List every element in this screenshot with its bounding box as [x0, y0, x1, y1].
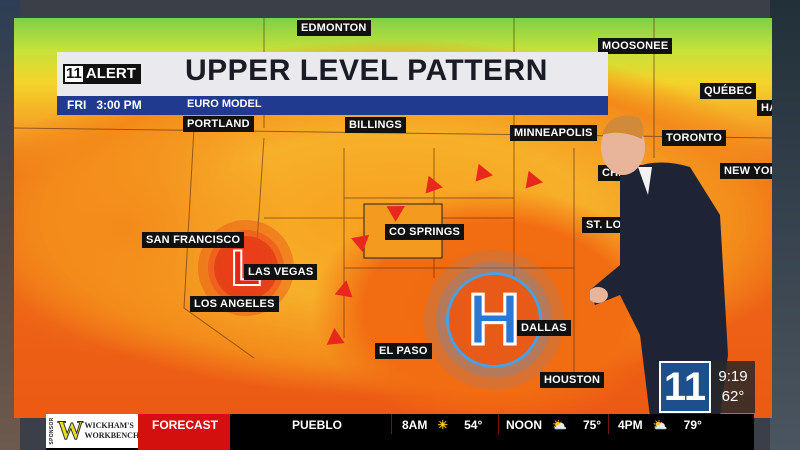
- city-label: MINNEAPOLIS: [510, 125, 597, 141]
- forecast-period: NOON ⛅ 75°: [506, 418, 602, 432]
- wind-arrow: [425, 175, 445, 197]
- station-logo: 11: [659, 361, 711, 413]
- city-label: NEW YORK: [720, 163, 772, 179]
- partly-cloudy-icon: ⛅: [652, 418, 668, 432]
- wind-arrow: [334, 278, 356, 298]
- wind-arrow: [525, 170, 545, 192]
- forecast-period: 4PM ⛅ 79°: [618, 418, 702, 432]
- station-info: 9:19 62°: [711, 361, 755, 413]
- city-label: EDMONTON: [297, 20, 371, 36]
- forecast-label: FORECAST: [138, 414, 230, 450]
- title-banner: 11 ALERT UPPER LEVEL PATTERN: [57, 52, 608, 96]
- sponsor-tag: SPONSOR: [49, 417, 55, 445]
- page-title: UPPER LEVEL PATTERN: [185, 54, 548, 87]
- city-label: EL PASO: [375, 343, 432, 359]
- sponsor-logo: SPONSOR W WICKHAM'S WORKBENCH: [46, 414, 139, 448]
- current-time: 9:19: [718, 368, 748, 385]
- city-label: LOS ANGELES: [190, 296, 279, 312]
- city-label: QUÉBEC: [700, 83, 757, 99]
- city-label: LAS VEGAS: [244, 264, 318, 280]
- forecast-ticker: SPONSOR W WICKHAM'S WORKBENCH FORECAST PU…: [46, 414, 754, 450]
- forecast-period: 8AM ☀ 54°: [402, 418, 483, 432]
- city-label: BILLINGS: [345, 117, 406, 133]
- wind-arrow: [475, 163, 495, 185]
- city-label: HOUSTON: [540, 372, 605, 388]
- city-label: CO SPRINGS: [385, 224, 465, 240]
- city-label: PORTLAND: [183, 116, 254, 132]
- forecast-location: PUEBLO: [292, 418, 343, 432]
- studio-background: [770, 0, 800, 450]
- forecast-time: FRI 3:00 PM: [67, 98, 142, 112]
- partly-cloudy-icon: ⛅: [552, 418, 567, 432]
- wind-arrow: [325, 327, 345, 345]
- model-name: EURO MODEL: [187, 98, 262, 110]
- city-label: DALLAS: [517, 320, 571, 336]
- presenter: [590, 115, 728, 417]
- city-label: HALIFAX: [757, 100, 772, 116]
- city-label: SAN FRANCISCO: [142, 232, 245, 248]
- city-label: MOOSONEE: [598, 38, 673, 54]
- current-temp: 62°: [721, 388, 745, 405]
- subtitle-bar: FRI 3:00 PM EURO MODEL: [57, 96, 608, 115]
- alert-logo: 11 ALERT: [63, 64, 141, 84]
- city-label: TORONTO: [662, 130, 726, 146]
- sun-icon: ☀: [437, 418, 449, 432]
- station-bug: 11 9:19 62°: [659, 361, 755, 413]
